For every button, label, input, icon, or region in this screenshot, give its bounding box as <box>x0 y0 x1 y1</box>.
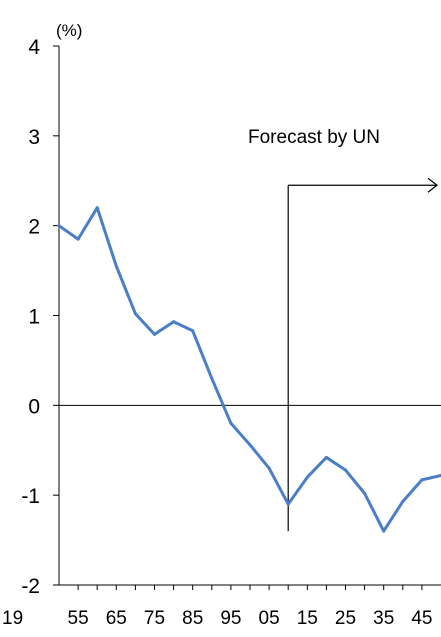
data-point <box>114 264 118 268</box>
x-tick-label: 85 <box>182 608 203 629</box>
x-tick-label: 75 <box>144 608 165 629</box>
y-axis: 4 3 2 1 0 -1 -2 <box>21 36 60 598</box>
y-tick-label: -2 <box>21 575 40 598</box>
data-point <box>153 332 156 336</box>
forecast-arrow-head <box>427 177 438 193</box>
data-point <box>286 502 290 506</box>
x-tick-label: 15 <box>297 608 318 629</box>
data-point <box>57 224 61 228</box>
y-tick-label: 2 <box>28 216 40 239</box>
data-point <box>420 478 424 482</box>
data-point <box>229 421 233 425</box>
data-point <box>305 475 309 479</box>
x-tick-label: 95 <box>220 608 241 629</box>
data-point <box>191 329 195 333</box>
series-line <box>58 206 441 533</box>
y-tick-label: 1 <box>28 306 40 329</box>
data-point <box>210 376 214 380</box>
data-point <box>324 455 328 459</box>
x-tick-label: 65 <box>106 608 127 629</box>
data-point <box>248 443 252 447</box>
data-point <box>267 466 271 470</box>
y-tick-label: -1 <box>21 485 40 508</box>
x-tick-label: 05 <box>259 608 280 629</box>
data-point <box>76 237 80 241</box>
data-point <box>382 529 386 533</box>
x-prefix-label: 19 <box>2 608 23 629</box>
forecast-label: Forecast by UN <box>248 127 380 148</box>
data-point <box>401 499 405 503</box>
data-point <box>363 491 367 495</box>
x-tick-label: 45 <box>411 608 432 629</box>
data-point <box>133 312 137 316</box>
y-unit-label: (%) <box>56 21 82 40</box>
data-point <box>95 206 99 210</box>
y-tick-label: 3 <box>28 126 40 149</box>
x-axis: 19 55 65 75 85 95 05 15 25 35 45 <box>2 584 441 629</box>
x-tick-label: 55 <box>68 608 89 629</box>
series-points <box>57 206 441 533</box>
y-tick-label: 0 <box>28 395 40 418</box>
x-tick-label: 35 <box>373 608 394 629</box>
y-tick-label: 4 <box>28 36 40 59</box>
forecast-annotation: Forecast by UN <box>248 127 438 532</box>
data-point <box>344 468 347 472</box>
x-tick-label: 25 <box>335 608 356 629</box>
data-point <box>172 320 176 324</box>
